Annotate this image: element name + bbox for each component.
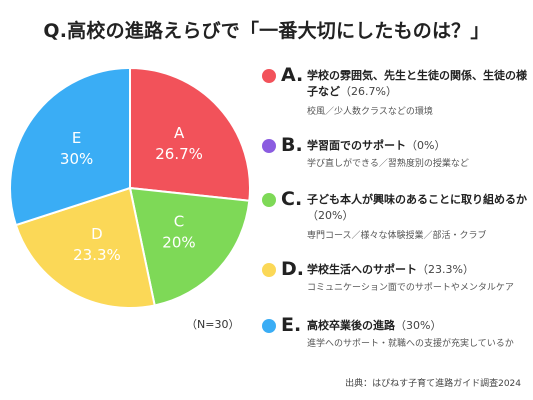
pie-slice-a bbox=[129, 66, 251, 202]
legend-main-b: 学習面でのサポート（0%） bbox=[307, 138, 529, 154]
legend-letter-b: B. bbox=[281, 134, 303, 156]
legend-letter-c: C. bbox=[281, 188, 303, 210]
source-note: 出典：はぴねす子育て進路ガイド調査2024 bbox=[345, 379, 521, 389]
legend-dot-a bbox=[262, 69, 276, 83]
legend-desc-d: コミュニケーション面でのサポートやメンタルケア bbox=[307, 283, 514, 293]
legend-main-a: 学校の雰囲気、先生と生徒の関係、生徒の様子など（26.7%） bbox=[307, 68, 529, 100]
pie-chart: A 26.7% C 20% D 23.3% E 30% bbox=[9, 66, 251, 309]
legend-desc-b: 学び直しができる／習熟度別の授業など bbox=[307, 159, 469, 169]
slice-letter-e: E bbox=[72, 129, 81, 147]
legend-main-e: 高校卒業後の進路（30%） bbox=[307, 318, 529, 334]
legend-label-b: 学習面でのサポート bbox=[307, 139, 406, 152]
legend-label-e: 高校卒業後の進路 bbox=[307, 319, 395, 332]
slice-value-d: 23.3% bbox=[73, 246, 121, 264]
pie-slice-e bbox=[9, 66, 131, 227]
pie-slice-c bbox=[128, 186, 251, 307]
legend-pct-e: （30%） bbox=[395, 319, 442, 332]
slice-value-c: 20% bbox=[162, 233, 195, 251]
legend-desc-c: 専門コース／様々な体験授業／部活・クラブ bbox=[307, 231, 487, 241]
slice-letter-c: C bbox=[174, 212, 184, 230]
legend-letter-a: A. bbox=[281, 64, 304, 86]
slice-letter-d: D bbox=[91, 225, 103, 243]
legend-pct-c: （20%） bbox=[307, 209, 354, 222]
legend-label-d: 学校生活へのサポート bbox=[307, 263, 417, 276]
legend-desc-a: 校風／少人数クラスなどの環境 bbox=[307, 107, 433, 117]
legend-label-c: 子ども本人が興味のあることに取り組めるか bbox=[307, 193, 527, 206]
legend-dot-b bbox=[262, 139, 276, 153]
chart-title: Q.高校の進路えらびで「一番大切にしたものは？」 bbox=[43, 20, 490, 42]
slice-letter-a: A bbox=[174, 124, 185, 142]
legend-dot-d bbox=[262, 263, 276, 277]
legend-pct-d: （23.3%） bbox=[417, 263, 474, 276]
slice-value-a: 26.7% bbox=[155, 145, 203, 163]
legend-pct-a: （26.7%） bbox=[340, 85, 397, 98]
legend-dot-e bbox=[262, 319, 276, 333]
pie-slice-d bbox=[14, 186, 156, 309]
legend-letter-e: E. bbox=[281, 314, 302, 336]
legend-label-a: 学校の雰囲気、先生と生徒の関係、生徒の様子など bbox=[307, 69, 527, 98]
legend-desc-e: 進学へのサポート・就職への支援が充実しているか bbox=[307, 339, 514, 349]
slice-value-e: 30% bbox=[60, 150, 93, 168]
legend-dot-c bbox=[262, 193, 276, 207]
legend-pct-b: （0%） bbox=[406, 139, 446, 152]
sample-size-note: （N=30） bbox=[186, 318, 240, 331]
legend-letter-d: D. bbox=[281, 258, 304, 280]
legend-main-c: 子ども本人が興味のあることに取り組めるか （20%） bbox=[307, 192, 529, 224]
legend-main-d: 学校生活へのサポート（23.3%） bbox=[307, 262, 529, 278]
